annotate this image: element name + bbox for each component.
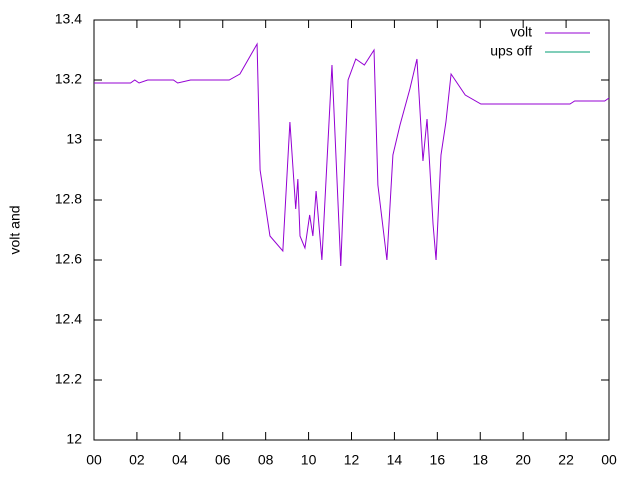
x-tick-label: 20 [515,452,531,468]
x-tick-label: 06 [215,452,231,468]
x-tick-label: 00 [601,452,617,468]
legend-label: volt [510,24,532,40]
legend-label: ups off [490,43,532,59]
x-tick-label: 04 [172,452,188,468]
x-tick-label: 22 [558,452,574,468]
x-tick-label: 16 [430,452,446,468]
x-tick-label: 18 [472,452,488,468]
y-tick-label: 13.2 [55,71,82,87]
y-tick-label: 13.4 [55,11,82,27]
y-tick-label: 12.6 [55,251,82,267]
x-tick-label: 14 [387,452,403,468]
y-tick-label: 12 [66,431,82,447]
x-tick-label: 02 [129,452,145,468]
y-tick-label: 12.8 [55,191,82,207]
series-line [94,42,610,267]
y-tick-label: 12.2 [55,371,82,387]
plot-frame [93,19,610,441]
y-axis-label: volt and [7,205,23,254]
y-tick-label: 12.4 [55,311,82,327]
x-tick-label: 12 [344,452,360,468]
x-tick-label: 10 [301,452,317,468]
x-tick-label: 00 [86,452,102,468]
y-tick-label: 13 [66,131,82,147]
x-tick-label: 08 [258,452,274,468]
